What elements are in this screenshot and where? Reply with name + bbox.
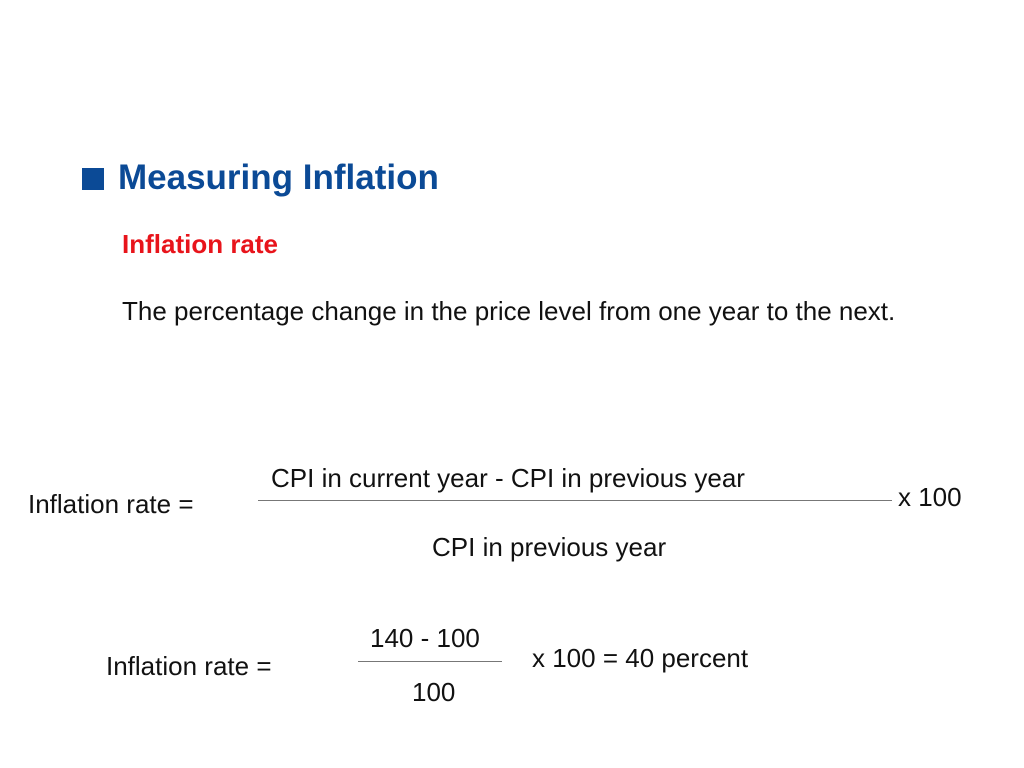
term-definition: The percentage change in the price level… bbox=[122, 296, 896, 326]
formula-label: Inflation rate = bbox=[28, 489, 194, 519]
example-denominator: 100 bbox=[412, 677, 456, 707]
formula-numerator: CPI in current year - CPI in previous ye… bbox=[271, 463, 745, 493]
formula-fraction-bar bbox=[258, 500, 892, 501]
example-result: x 100 = 40 percent bbox=[532, 643, 749, 673]
formula-denominator: CPI in previous year bbox=[432, 532, 667, 562]
example-fraction-bar bbox=[358, 661, 502, 662]
example-numerator: 140 - 100 bbox=[370, 623, 480, 653]
example-label: Inflation rate = bbox=[106, 651, 272, 681]
term-title: Inflation rate bbox=[122, 229, 279, 259]
bullet-square-icon bbox=[82, 168, 104, 190]
formula-multiplier: x 100 bbox=[898, 482, 962, 512]
slide-heading: Measuring Inflation bbox=[118, 158, 439, 197]
